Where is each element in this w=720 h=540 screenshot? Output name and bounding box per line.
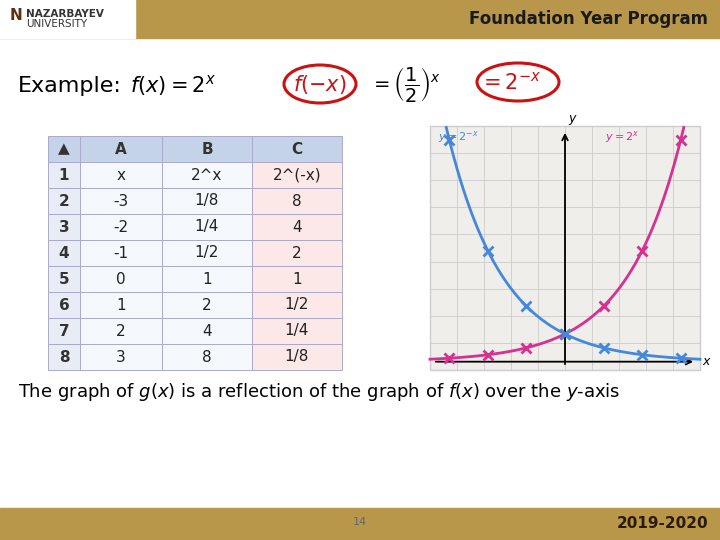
- Text: -2: -2: [114, 219, 129, 234]
- Text: 3: 3: [116, 349, 126, 364]
- Text: ▲: ▲: [58, 141, 70, 157]
- Text: 2^(-x): 2^(-x): [273, 167, 321, 183]
- Text: UNIVERSITY: UNIVERSITY: [26, 19, 87, 29]
- Bar: [48, 292, 80, 318]
- Bar: [252, 266, 342, 292]
- Text: 1: 1: [116, 298, 126, 313]
- Bar: [430, 126, 700, 370]
- Text: x: x: [117, 167, 125, 183]
- Bar: [80, 292, 162, 318]
- Bar: [0, 508, 720, 540]
- Text: Foundation Year Program: Foundation Year Program: [469, 10, 708, 28]
- Bar: [252, 136, 342, 162]
- Text: 1: 1: [292, 272, 302, 287]
- Bar: [80, 136, 162, 162]
- Text: 1/4: 1/4: [195, 219, 219, 234]
- Bar: [252, 318, 342, 344]
- Text: $=\left(\dfrac{1}{2}\right)^x$: $=\left(\dfrac{1}{2}\right)^x$: [370, 64, 441, 104]
- Bar: [162, 162, 252, 188]
- Bar: [162, 318, 252, 344]
- Text: 6: 6: [58, 298, 69, 313]
- Text: NAZARBAYEV: NAZARBAYEV: [26, 9, 104, 19]
- Text: $y = 2^x$: $y = 2^x$: [605, 129, 639, 145]
- Text: y: y: [568, 112, 575, 125]
- Text: 1: 1: [202, 272, 212, 287]
- Text: The graph of $g(x)$ is a reflection of the graph of $f(x)$ over the $y$-axis: The graph of $g(x)$ is a reflection of t…: [18, 381, 621, 403]
- Bar: [252, 188, 342, 214]
- Text: 1/2: 1/2: [285, 298, 309, 313]
- Text: 2: 2: [292, 246, 302, 260]
- Text: 1/8: 1/8: [195, 193, 219, 208]
- Bar: [80, 162, 162, 188]
- Bar: [162, 266, 252, 292]
- Bar: [252, 344, 342, 370]
- Text: 2: 2: [202, 298, 212, 313]
- Text: 1/8: 1/8: [285, 349, 309, 364]
- Text: N: N: [10, 8, 23, 23]
- Text: 1/4: 1/4: [285, 323, 309, 339]
- Text: A: A: [115, 141, 127, 157]
- Bar: [48, 318, 80, 344]
- Text: B: B: [201, 141, 213, 157]
- Text: x: x: [702, 355, 709, 368]
- Bar: [80, 318, 162, 344]
- Text: Example:: Example:: [18, 76, 122, 96]
- Bar: [80, 266, 162, 292]
- Text: 4: 4: [292, 219, 302, 234]
- Bar: [162, 188, 252, 214]
- Text: 8: 8: [202, 349, 212, 364]
- Bar: [48, 344, 80, 370]
- Bar: [162, 292, 252, 318]
- Bar: [48, 162, 80, 188]
- Text: C: C: [292, 141, 302, 157]
- Bar: [80, 344, 162, 370]
- Text: -3: -3: [113, 193, 129, 208]
- Bar: [80, 214, 162, 240]
- Text: 0: 0: [116, 272, 126, 287]
- Bar: [162, 344, 252, 370]
- Bar: [48, 266, 80, 292]
- Bar: [252, 292, 342, 318]
- Text: 4: 4: [202, 323, 212, 339]
- Text: 1/2: 1/2: [195, 246, 219, 260]
- Bar: [48, 188, 80, 214]
- Text: 2: 2: [116, 323, 126, 339]
- Text: $f(x) = 2^x$: $f(x) = 2^x$: [130, 73, 216, 98]
- Text: $=2^{-x}$: $=2^{-x}$: [479, 71, 541, 93]
- Text: $y = 2^{-x}$: $y = 2^{-x}$: [438, 129, 479, 145]
- Bar: [80, 240, 162, 266]
- Text: 7: 7: [59, 323, 69, 339]
- Text: 1: 1: [59, 167, 69, 183]
- Text: 2019-2020: 2019-2020: [616, 516, 708, 531]
- Bar: [252, 214, 342, 240]
- Bar: [162, 136, 252, 162]
- Text: 8: 8: [59, 349, 69, 364]
- Text: 5: 5: [59, 272, 69, 287]
- Text: 4: 4: [59, 246, 69, 260]
- Bar: [162, 240, 252, 266]
- Text: $f(-x)$: $f(-x)$: [293, 72, 347, 96]
- Text: 14: 14: [353, 517, 367, 527]
- Text: 2: 2: [58, 193, 69, 208]
- Bar: [48, 240, 80, 266]
- Text: 3: 3: [59, 219, 69, 234]
- Bar: [252, 240, 342, 266]
- Bar: [0, 0, 720, 38]
- Bar: [162, 214, 252, 240]
- Text: 2^x: 2^x: [192, 167, 222, 183]
- Text: -1: -1: [114, 246, 129, 260]
- Bar: [252, 162, 342, 188]
- Bar: [48, 214, 80, 240]
- Bar: [80, 188, 162, 214]
- Text: 8: 8: [292, 193, 302, 208]
- Bar: [0, 0, 135, 38]
- Bar: [48, 136, 80, 162]
